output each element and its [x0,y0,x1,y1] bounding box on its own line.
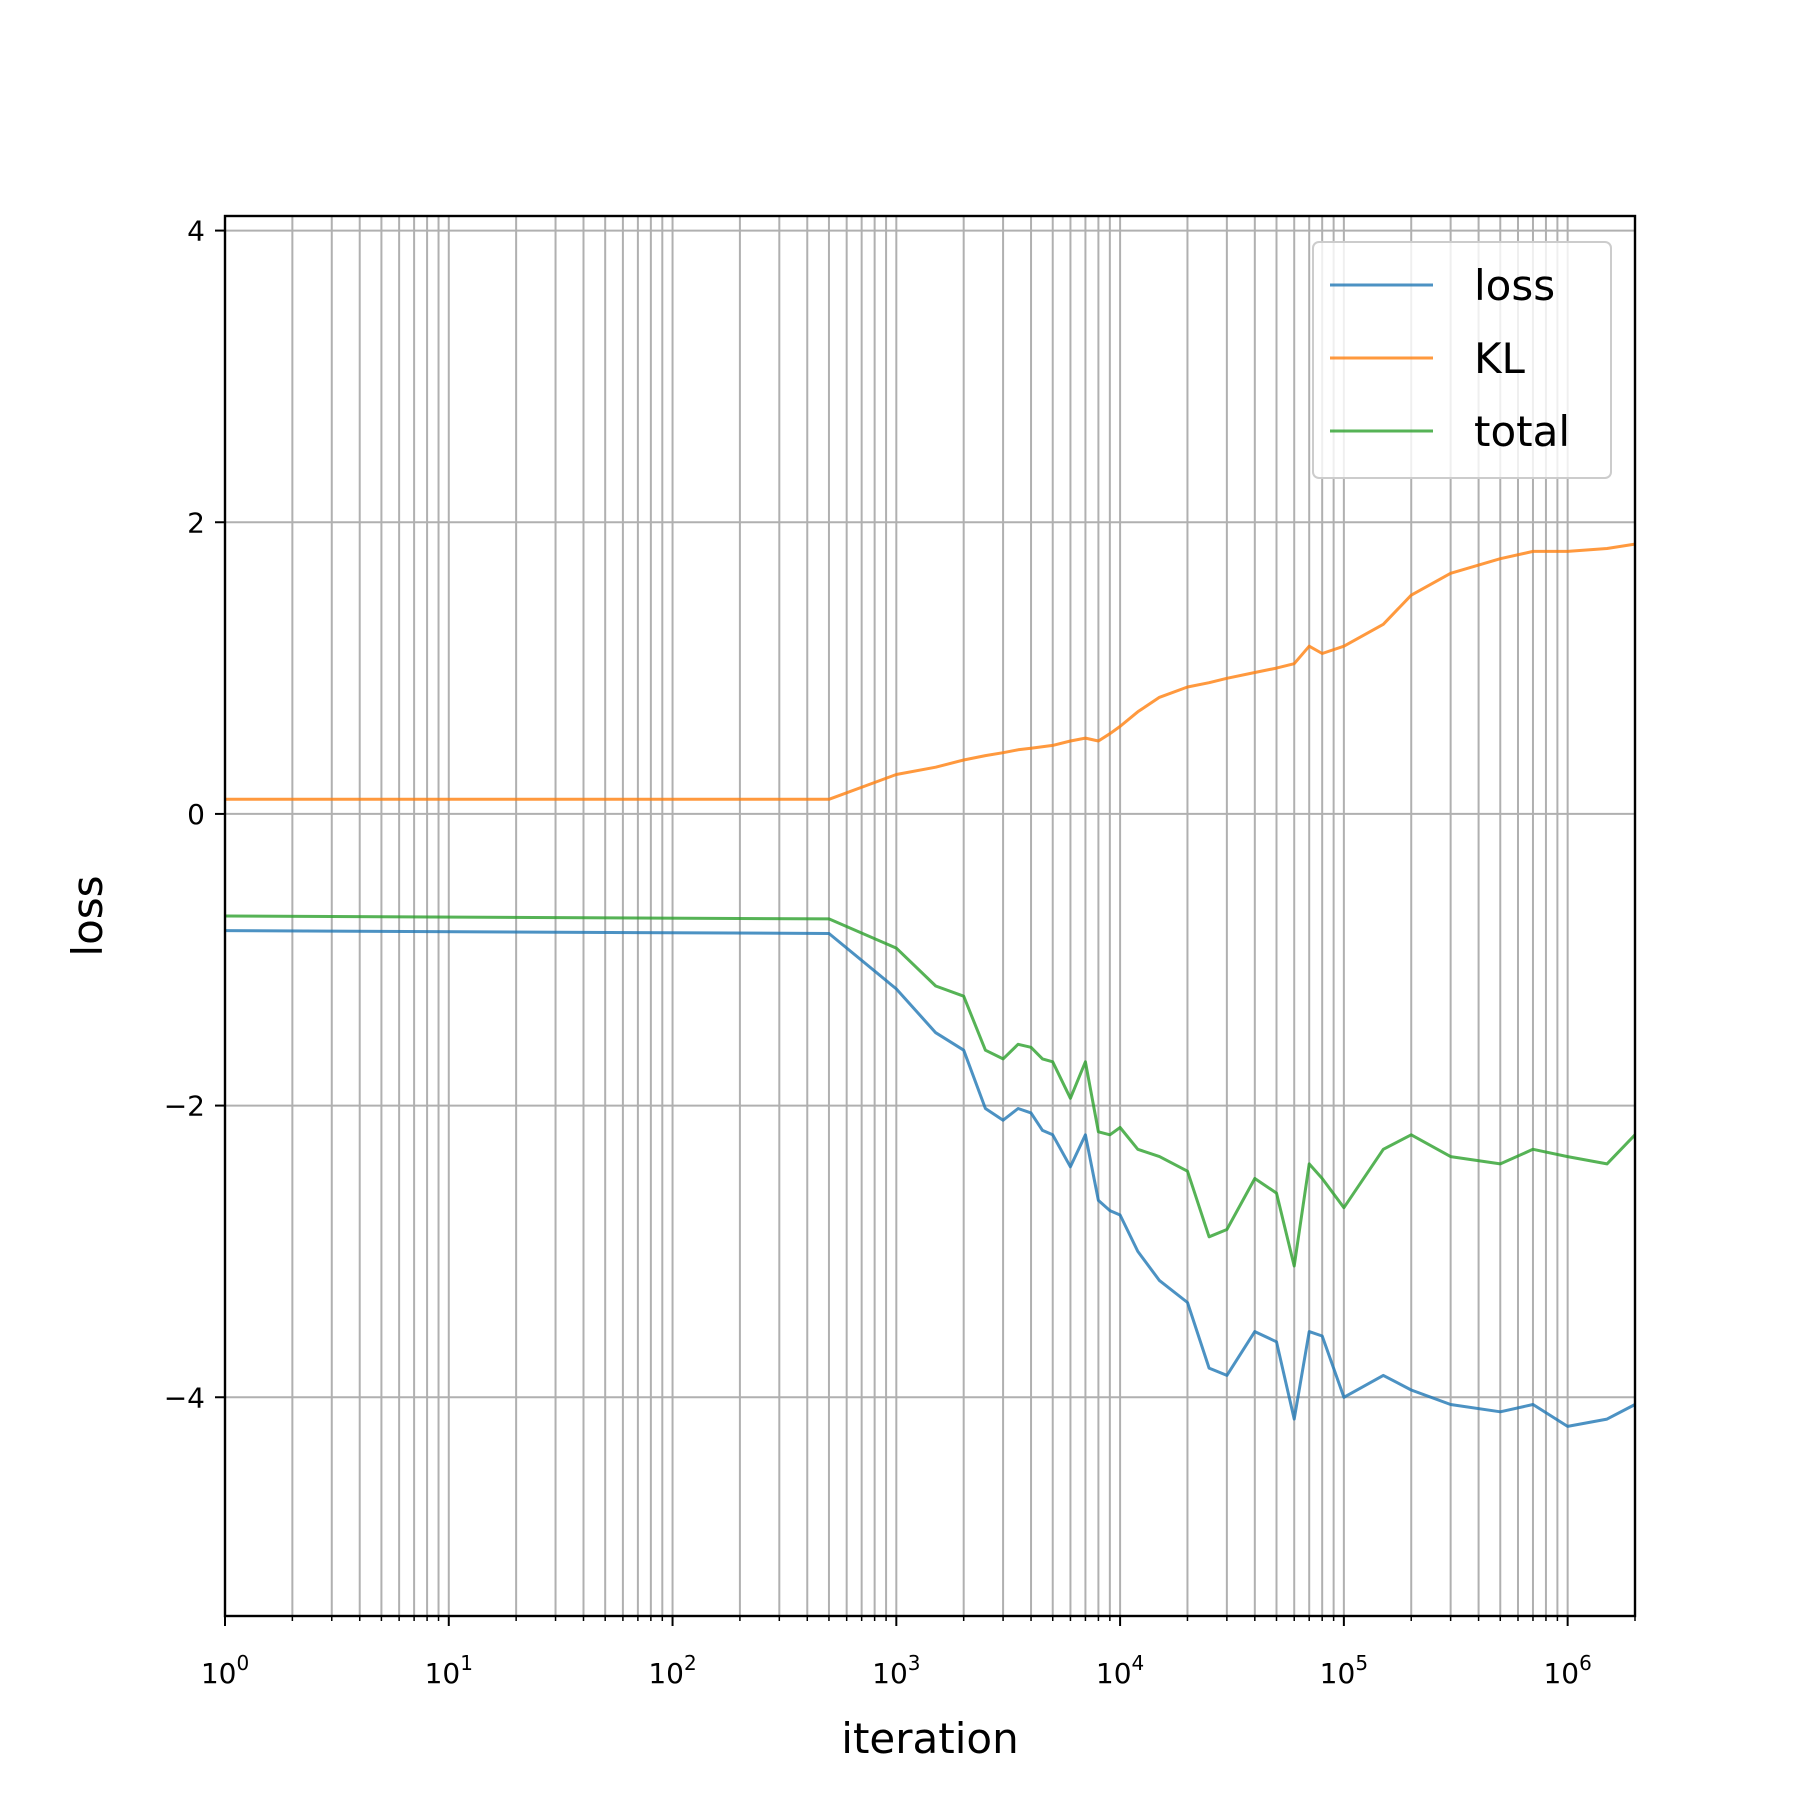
x-tick-label: 105 [1320,1651,1368,1690]
legend-label-loss: loss [1474,261,1555,310]
x-tick-label-exponent: 4 [1132,1651,1145,1675]
series-line-loss [225,929,1635,1428]
x-tick-label-exponent: 1 [460,1651,473,1675]
x-tick-label-exponent: 3 [908,1651,921,1675]
legend-label-total: total [1474,407,1570,456]
series-lines [225,542,1635,1428]
y-tick-label: 2 [187,506,205,539]
x-tick-label-base: 10 [201,1657,237,1690]
legend-box [1312,241,1612,479]
x-tick-label: 103 [872,1651,920,1690]
series-line-kl [225,542,1635,801]
y-tick-label: −4 [164,1381,205,1414]
x-tick-label-base: 10 [1096,1657,1132,1690]
x-tick-label-exponent: 5 [1355,1651,1368,1675]
y-tick-label: −2 [164,1090,205,1123]
x-tick-label-base: 10 [872,1657,908,1690]
legend-label-kl: KL [1474,334,1526,383]
x-tick-label-base: 10 [1543,1657,1579,1690]
x-axis-label: iteration [841,1714,1018,1763]
x-tick-label-exponent: 6 [1579,1651,1592,1675]
legend: loss KL total [1312,241,1612,479]
x-tick-label: 106 [1543,1651,1591,1690]
y-tick-label: 4 [187,215,205,248]
y-axis-label: loss [63,875,112,956]
x-tick-label: 104 [1096,1651,1144,1690]
x-tick-label-base: 10 [425,1657,461,1690]
x-tick-label-exponent: 0 [236,1651,249,1675]
x-tick-label-exponent: 2 [684,1651,697,1675]
y-tick-label: 0 [187,798,205,831]
x-tick-label: 101 [425,1651,473,1690]
x-tick-label: 102 [648,1651,696,1690]
x-tick-label: 100 [201,1651,249,1690]
series-line-total [225,914,1635,1268]
x-tick-label-base: 10 [1320,1657,1356,1690]
x-tick-label-base: 10 [648,1657,684,1690]
plot-frame [223,214,1637,1618]
